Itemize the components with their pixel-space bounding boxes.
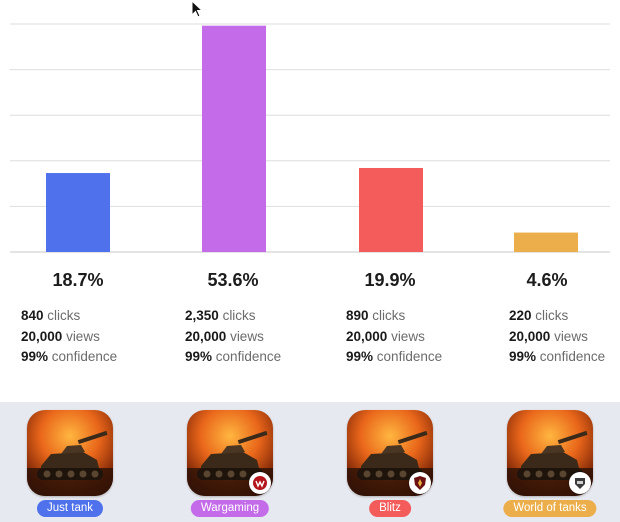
clicks-label: clicks xyxy=(372,308,406,323)
tank-app-icon[interactable] xyxy=(27,410,113,496)
variant-pill-just-tank[interactable]: Just tank xyxy=(36,500,104,517)
blitz-shield-icon xyxy=(409,472,431,494)
confidence-value: 99% xyxy=(185,349,213,364)
bar-just-tank xyxy=(46,173,110,252)
pct-label-just-tank: 18.7% xyxy=(52,270,104,290)
stats-world-of-tanks: 220 clicks 20,000 views 99% confidence xyxy=(509,306,605,368)
tank-app-icon[interactable] xyxy=(187,410,273,496)
views-value: 20,000 xyxy=(509,328,551,344)
views-label: views xyxy=(230,328,264,344)
app-variant-blitz[interactable]: Blitz xyxy=(340,410,440,520)
clicks-value: 2,350 xyxy=(185,308,219,323)
clicks-value: 220 xyxy=(509,308,532,323)
app-variant-wargaming[interactable]: Wargaming xyxy=(180,410,280,520)
views-label: views xyxy=(391,328,425,344)
views-value: 20,000 xyxy=(21,328,63,344)
pct-label-world-of-tanks: 4.6% xyxy=(526,270,568,290)
tank-icon xyxy=(27,430,113,496)
pct-label-blitz: 19.9% xyxy=(364,270,416,290)
stats-wargaming: 2,350 clicks 20,000 views 99% confidence xyxy=(185,306,281,368)
variant-pill-wargaming[interactable]: Wargaming xyxy=(190,500,270,517)
confidence-value: 99% xyxy=(21,349,49,364)
clicks-value: 840 xyxy=(21,308,44,323)
app-variant-world-of-tanks[interactable]: World of tanks xyxy=(500,410,600,520)
confidence-value: 99% xyxy=(509,349,537,364)
views-value: 20,000 xyxy=(185,328,227,344)
confidence-label: confidence xyxy=(215,349,282,364)
stats-just-tank: 840 clicks 20,000 views 99% confidence xyxy=(21,306,117,368)
bar-wargaming xyxy=(202,25,266,252)
mouse-cursor-icon xyxy=(191,0,203,18)
tank-app-icon[interactable] xyxy=(347,410,433,496)
bar-chart xyxy=(10,23,610,253)
variant-pill-world-of-tanks[interactable]: World of tanks xyxy=(503,500,597,517)
variant-pill-blitz[interactable]: Blitz xyxy=(369,500,411,517)
clicks-label: clicks xyxy=(535,308,569,323)
clicks-label: clicks xyxy=(47,308,81,323)
wot-emblem-icon xyxy=(569,472,591,494)
pct-label-wargaming: 53.6% xyxy=(207,270,259,290)
app-variant-just-tank[interactable]: Just tank xyxy=(20,410,120,520)
views-label: views xyxy=(66,328,100,344)
confidence-value: 99% xyxy=(346,349,374,364)
wargaming-logo-icon xyxy=(249,472,271,494)
tank-app-icon[interactable] xyxy=(507,410,593,496)
clicks-value: 890 xyxy=(346,308,369,323)
confidence-label: confidence xyxy=(539,349,606,364)
bar-blitz xyxy=(359,167,423,252)
stats-blitz: 890 clicks 20,000 views 99% confidence xyxy=(346,306,442,368)
views-value: 20,000 xyxy=(346,328,388,344)
clicks-label: clicks xyxy=(222,308,256,323)
views-label: views xyxy=(554,328,588,344)
confidence-label: confidence xyxy=(376,349,443,364)
bar-world-of-tanks xyxy=(514,232,578,252)
confidence-label: confidence xyxy=(51,349,118,364)
